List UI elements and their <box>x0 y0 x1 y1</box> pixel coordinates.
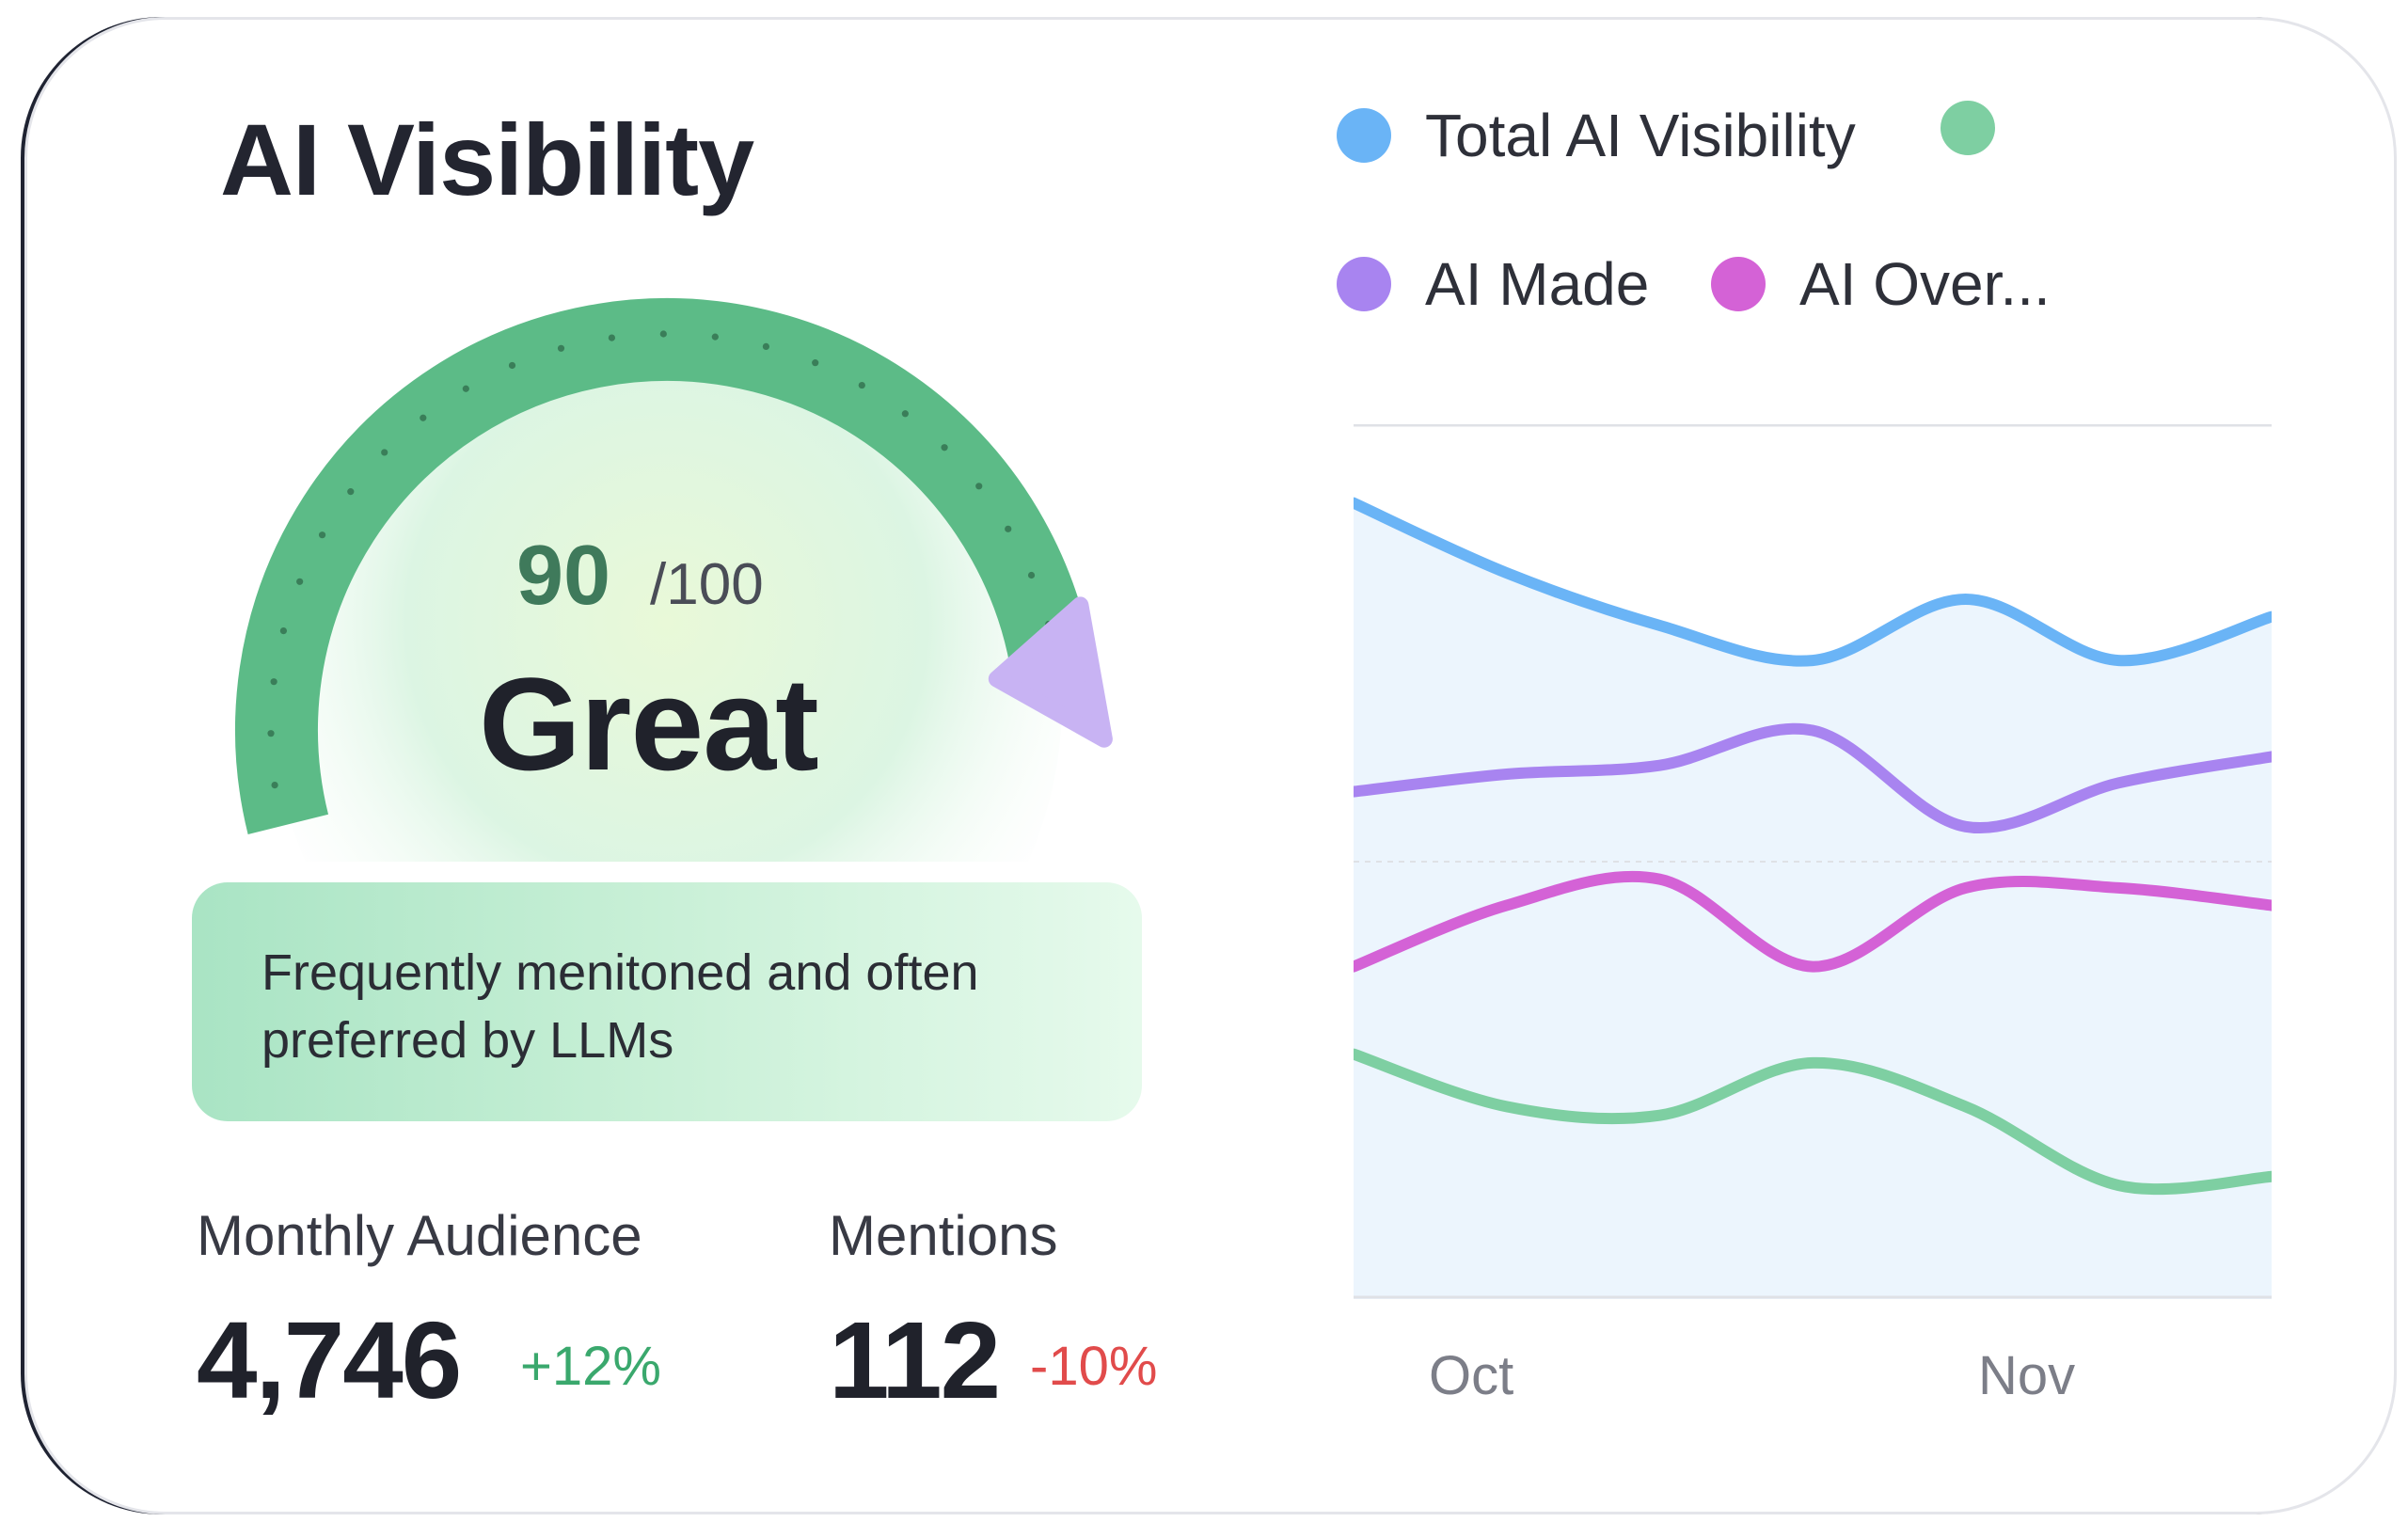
score-max: /100 <box>650 552 764 617</box>
x-tick-nov: Nov <box>1978 1345 2076 1406</box>
gauge-tick-dot <box>347 488 355 496</box>
legend-item-ai-overview[interactable]: AI Over... <box>1711 249 2051 319</box>
legend-item-green-series[interactable] <box>1941 101 2029 155</box>
legend-dot-icon <box>1337 108 1391 163</box>
legend-item-total-ai-visibility[interactable]: Total AI Visibility <box>1337 101 1856 170</box>
score-value: 90 <box>516 529 611 623</box>
gauge-tick-dot <box>1027 571 1036 579</box>
legend-dot-icon <box>1711 257 1766 311</box>
legend-dot-icon <box>1941 101 1995 155</box>
gauge-tick-dot <box>1005 525 1012 532</box>
gauge-tick-dot <box>858 381 865 389</box>
gauge-tick-dot <box>762 342 770 351</box>
gauge-tick-dot <box>420 414 427 421</box>
mentions-label: Mentions <box>829 1204 1058 1267</box>
legend-label: AI Over... <box>1799 250 2051 318</box>
gauge-tick-dot <box>508 361 516 370</box>
total-visibility-area <box>1354 502 2272 1299</box>
gauge-tick-dot <box>812 359 819 367</box>
gauge-tick-dot <box>711 333 719 341</box>
rating-label: Great <box>479 650 819 798</box>
series-line-2 <box>1354 722 2272 834</box>
monthly-audience-label: Monthly Audience <box>197 1204 642 1267</box>
gauge-tick-dot <box>941 444 948 452</box>
legend-label: Total AI Visibility <box>1425 102 1856 169</box>
legend-item-ai-made[interactable]: AI Made <box>1337 249 1649 319</box>
gauge-tick-dot <box>462 385 469 392</box>
series-line-1 <box>1354 1048 2272 1196</box>
mentions-change: -10% <box>1030 1336 1158 1397</box>
series-line-0 <box>1354 497 2272 667</box>
gauge-tick-dot <box>271 781 278 789</box>
gauge-tick-dot <box>270 678 277 686</box>
gauge-tick-dot <box>659 330 667 338</box>
description-banner: Frequently menitoned and often preferred… <box>192 882 1142 1121</box>
monthly-audience-change: +12% <box>520 1336 661 1397</box>
visibility-trend-chart <box>1354 424 2272 1299</box>
gauge-arc <box>235 298 1096 834</box>
gauge-tick-dot <box>557 344 565 352</box>
legend-dot-icon <box>1337 257 1391 311</box>
x-tick-oct: Oct <box>1429 1345 1514 1406</box>
gauge-tick-dot <box>267 730 275 737</box>
monthly-audience-value: 4,746 <box>197 1299 462 1421</box>
gauge-tick-dot <box>975 483 983 490</box>
series-line-3 <box>1354 870 2272 973</box>
legend-label: AI Made <box>1425 250 1650 318</box>
gauge-tick-dot <box>381 449 388 456</box>
gauge-tick-dot <box>901 410 909 418</box>
gauge-tick-dot <box>608 334 616 341</box>
gauge-tick-dot <box>279 626 288 635</box>
description-text: Frequently menitoned and often preferred… <box>261 944 979 1069</box>
visibility-gauge <box>235 298 1113 862</box>
gauge-tick-dot <box>296 578 304 585</box>
card-title: AI Visibility <box>220 103 754 216</box>
gauge-tick-dot <box>318 531 326 539</box>
gauge-marker-icon <box>988 596 1113 748</box>
gauge-tick-dots <box>267 330 1053 789</box>
ai-visibility-card: AI Visibility 90 /100 Great Frequently m… <box>24 17 2397 1514</box>
mentions-value: 112 <box>829 1299 1001 1421</box>
gauge-glow <box>272 307 1062 862</box>
